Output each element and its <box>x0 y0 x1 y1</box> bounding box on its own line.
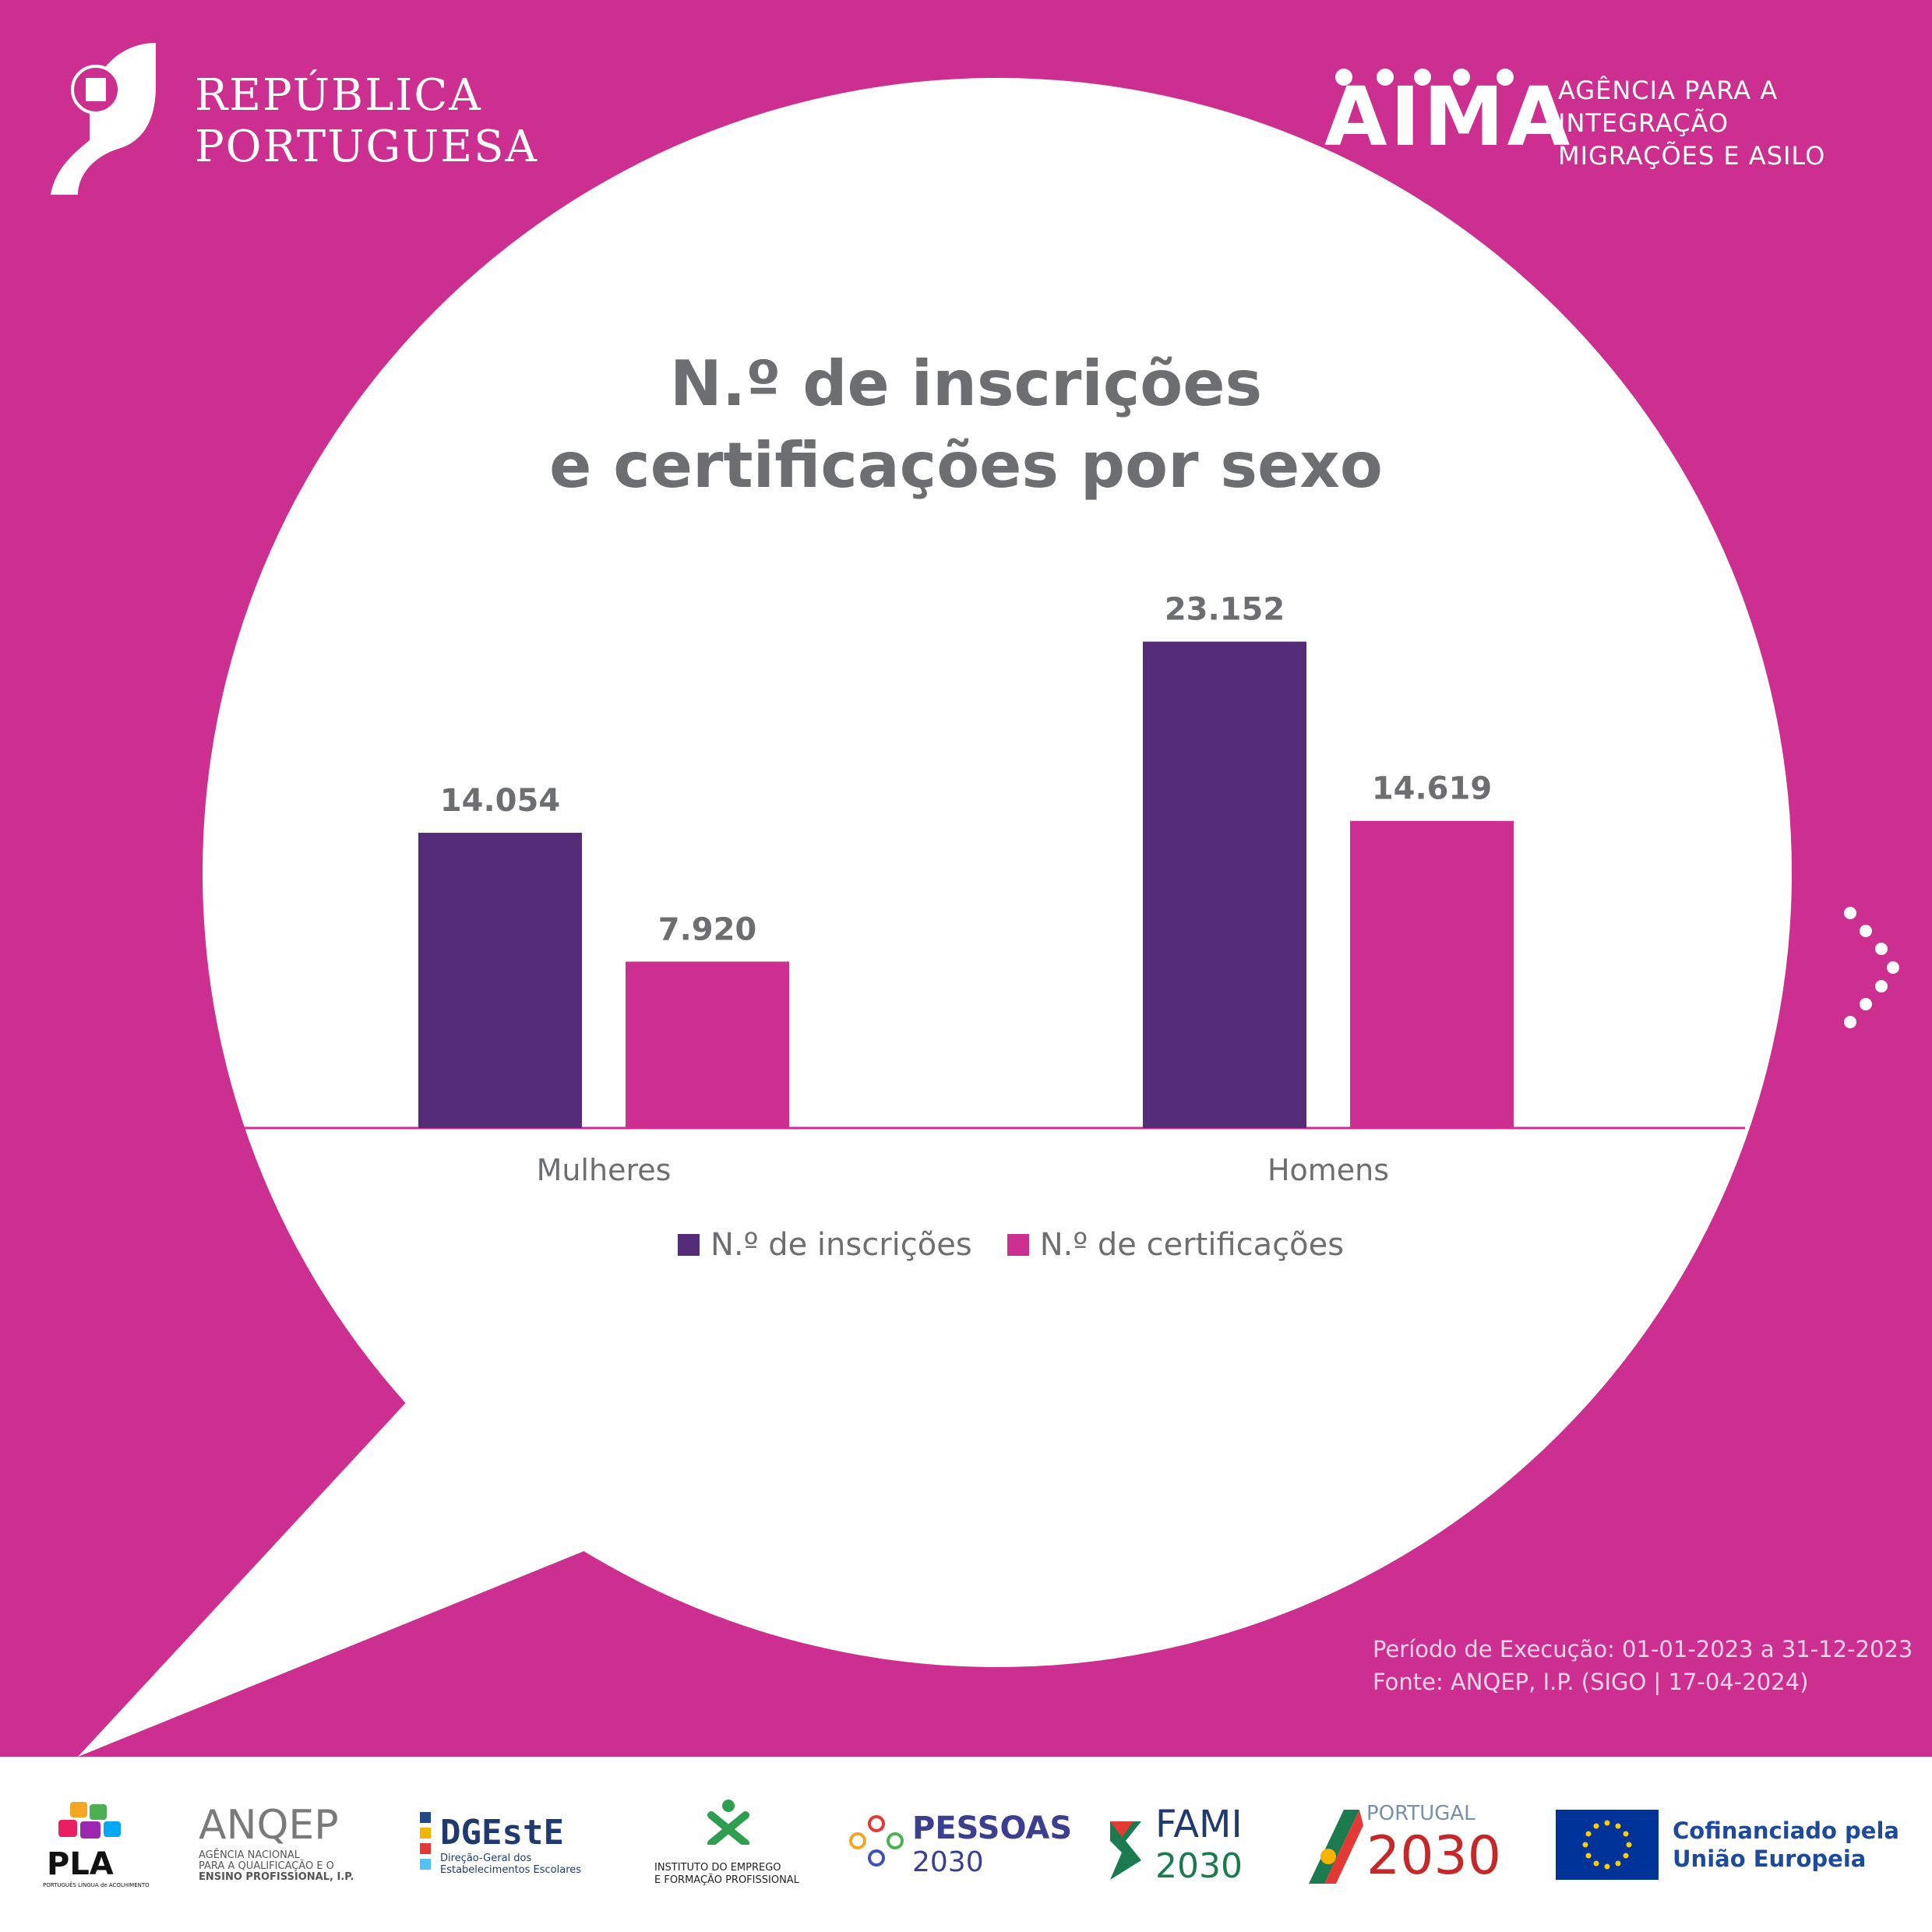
footer-logos: PLA PORTUGUÊS LÍNGUA de ACOLHIMENTO ANQE… <box>0 1757 1932 1932</box>
portugal-flag-shape-icon <box>1309 1809 1363 1884</box>
chart-title-line2: e certificações por sexo <box>549 429 1383 502</box>
iefp-icon <box>707 1799 749 1845</box>
eu-flag-icon <box>1556 1809 1659 1880</box>
legend-swatch-certificacoes <box>1007 1234 1029 1256</box>
aima-sub-line2: INTEGRAÇÃO <box>1558 108 1729 138</box>
eu-line2: União Europeia <box>1673 1845 1867 1872</box>
pla-text: PLA <box>47 1846 114 1882</box>
legend-item-certificacoes: N.º de certificações <box>1007 1227 1344 1263</box>
legend-label-certificacoes: N.º de certificações <box>1039 1227 1345 1263</box>
aima-logo: AIMA AGÊNCIA PARA A INTEGRAÇÃO MIGRAÇÕES… <box>1324 69 1901 175</box>
portugal-year: 2030 <box>1366 1825 1502 1887</box>
iefp-logo: INSTITUTO DO EMPREGO E FORMAÇÃO PROFISSI… <box>654 1757 810 1932</box>
chart-legend: N.º de inscrições N.º de certificações <box>678 1227 1379 1263</box>
aima-dots-icon <box>1335 69 1514 86</box>
dgeste-bars-icon <box>420 1811 431 1870</box>
aima-sub-line1: AGÊNCIA PARA A <box>1558 76 1779 105</box>
pla-subtext: PORTUGUÊS LÍNGUA de ACOLHIMENTO <box>43 1881 150 1888</box>
eu-line1: Cofinanciado pela <box>1673 1817 1899 1844</box>
portuguesa-text: PORTUGUESA <box>195 122 538 172</box>
legend-label-inscricoes: N.º de inscrições <box>710 1227 972 1263</box>
data-label-certificacoes-homens: 14.619 <box>1372 771 1492 807</box>
next-arrow-dots-icon <box>1844 907 1899 1028</box>
chart-title: N.º de inscrições e certificações por se… <box>390 343 1542 506</box>
data-label-certificacoes-mulheres: 7.920 <box>658 911 757 947</box>
coat-of-arms-icon <box>51 43 156 195</box>
fami-2030-logo: FAMI 2030 <box>1102 1757 1243 1932</box>
pla-logo: PLA PORTUGUÊS LÍNGUA de ACOLHIMENTO <box>43 1757 150 1932</box>
chart-title-line1: N.º de inscrições <box>669 347 1263 420</box>
portugal-2030-logo: PORTUGAL 2030 <box>1305 1757 1501 1932</box>
anqep-sub1: AGÊNCIA NACIONAL <box>199 1849 301 1861</box>
fami-text: FAMI <box>1155 1803 1243 1846</box>
legend-swatch-inscricoes <box>678 1234 700 1256</box>
category-label-homens: Homens <box>1267 1153 1389 1187</box>
iefp-sub1: INSTITUTO DO EMPREGO <box>654 1861 781 1874</box>
fami-year: 2030 <box>1155 1846 1243 1886</box>
dgeste-sub2: Estabelecimentos Escolares <box>440 1864 582 1876</box>
category-label-mulheres: Mulheres <box>537 1153 672 1187</box>
speech-bubbles-icon <box>58 1801 121 1839</box>
iefp-sub2: E FORMAÇÃO PROFISSIONAL <box>654 1874 799 1886</box>
data-label-inscricoes-mulheres: 14.054 <box>440 783 560 819</box>
portugal-text: PORTUGAL <box>1366 1802 1475 1825</box>
dgeste-text: DGEstE <box>440 1813 564 1853</box>
aima-sub-line3: MIGRAÇÕES E ASILO <box>1558 141 1826 171</box>
bar-inscricoes-homens <box>1143 641 1306 1128</box>
aima-wordmark: AIMA <box>1324 69 1574 164</box>
dgeste-logo: DGEstE Direção-Geral dos Estabelecimento… <box>418 1757 581 1932</box>
pessoas-2030-logo: PESSOAS 2030 <box>845 1757 1072 1932</box>
republica-text: REPÚBLICA <box>195 70 482 121</box>
dgeste-sub1: Direção-Geral dos <box>440 1853 532 1864</box>
bar-certificacoes-homens <box>1350 820 1514 1128</box>
data-source: Fonte: ANQEP, I.P. (SIGO | 17-04-2024) <box>1373 1669 1809 1695</box>
anqep-logo: ANQEP AGÊNCIA NACIONAL PARA A QUALIFICAÇ… <box>199 1757 386 1932</box>
source-footnote: Período de Execução: 01-01-2023 a 31-12-… <box>1373 1633 1913 1698</box>
anqep-sub3: ENSINO PROFISSIONAL, I.P. <box>199 1870 354 1883</box>
eu-logo: Cofinanciado pela União Europeia <box>1556 1757 1899 1932</box>
fami-icon <box>1110 1821 1141 1880</box>
anqep-sub2: PARA A QUALIFICAÇÃO E O <box>199 1860 334 1872</box>
republica-portuguesa-logo: REPÚBLICA PORTUGUESA <box>47 39 545 203</box>
pessoas-year: 2030 <box>912 1846 984 1878</box>
pessoas-text: PESSOAS <box>912 1810 1073 1846</box>
legend-item-inscricoes: N.º de inscrições <box>678 1227 972 1263</box>
data-label-inscricoes-homens: 23.152 <box>1165 592 1285 628</box>
anqep-text: ANQEP <box>199 1801 339 1849</box>
pessoas-people-icon <box>849 1814 904 1867</box>
execution-period: Período de Execução: 01-01-2023 a 31-12-… <box>1373 1636 1913 1662</box>
bar-certificacoes-mulheres <box>626 961 789 1128</box>
bar-inscricoes-mulheres <box>418 832 582 1128</box>
